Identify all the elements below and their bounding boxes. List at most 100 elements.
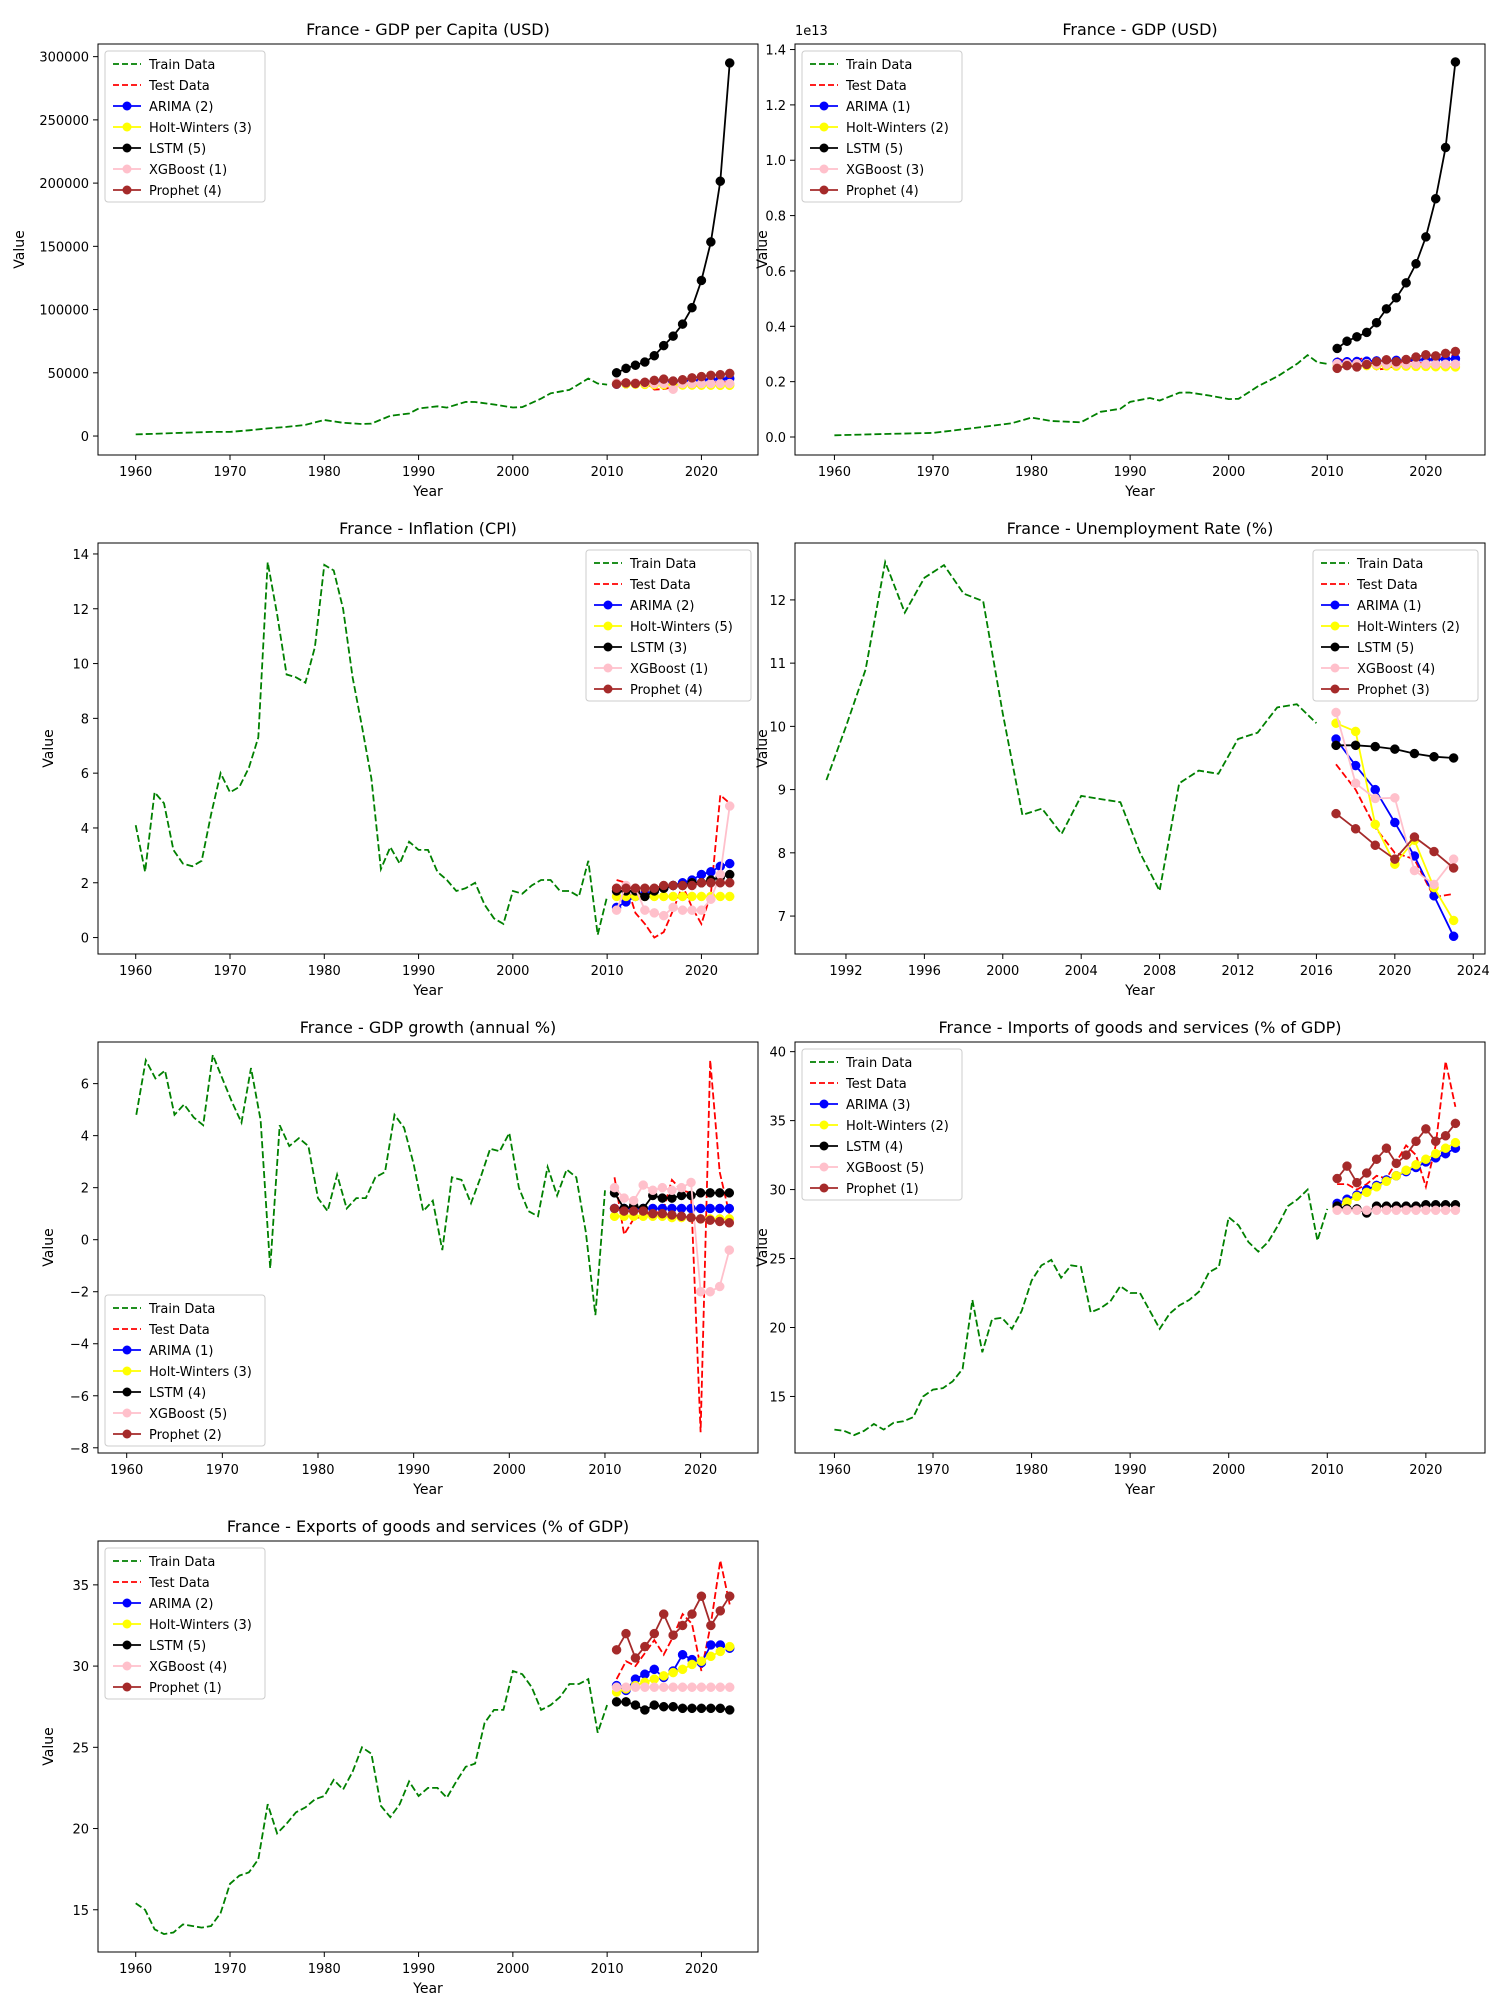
model-series-point: [621, 363, 631, 374]
y-tick-label: 20: [769, 1321, 786, 1336]
model-series-point: [1429, 846, 1439, 857]
model-series-point: [657, 1182, 668, 1193]
model-series-point: [677, 1649, 688, 1660]
model-series-point: [1411, 1205, 1421, 1216]
model-series-point: [668, 880, 678, 891]
legend-label: Holt-Winters (2): [846, 1119, 949, 1134]
y-tick-label: 4: [81, 822, 89, 837]
legend-marker: [819, 164, 829, 174]
model-series-point: [1401, 278, 1411, 288]
x-tick-label: 1970: [213, 465, 246, 480]
legend: Train Data Test Data ARIMA (3) Holt-Winters…: [801, 1048, 963, 1201]
y-tick-label: 0.2: [765, 376, 786, 391]
model-series-point: [696, 905, 707, 915]
model-series-point: [1430, 193, 1441, 204]
model-series-point: [668, 1667, 678, 1678]
model-series-point: [658, 880, 669, 891]
model-series-point: [1450, 1137, 1461, 1148]
y-tick-label: 0.4: [765, 320, 786, 335]
model-series-point: [1440, 1205, 1451, 1216]
model-series-point: [695, 1203, 706, 1214]
legend-marker: [122, 1661, 132, 1671]
model-series-point: [1440, 1131, 1451, 1141]
model-series-point: [611, 379, 622, 389]
plot-frame: [97, 1041, 759, 1454]
x-tick-label: 2010: [1311, 1463, 1344, 1478]
model-series-point: [619, 1206, 629, 1216]
x-tick-label: 1970: [916, 1463, 949, 1478]
legend-frame: [585, 549, 752, 702]
model-series-point: [706, 1640, 716, 1650]
x-tick-label: 1980: [1015, 1463, 1048, 1478]
legend-marker: [122, 1429, 132, 1439]
model-series-point: [714, 1188, 725, 1198]
model-series-point: [621, 1682, 631, 1692]
model-series-point: [611, 1682, 622, 1692]
model-series-point: [658, 891, 669, 902]
legend-marker: [819, 143, 829, 153]
legend-label: Train Data: [148, 58, 215, 73]
model-series-point: [1421, 1205, 1431, 1216]
model-series-point: [1421, 359, 1431, 369]
model-series-point: [724, 1188, 735, 1198]
legend-marker: [1330, 642, 1340, 652]
model-series-point: [706, 378, 716, 389]
model-series-point: [1390, 744, 1400, 754]
model-series-point: [1450, 346, 1461, 357]
model-series-point: [687, 373, 697, 383]
plot-frame: [97, 43, 759, 456]
model-series-point: [705, 1203, 715, 1214]
model-series-point: [715, 891, 726, 902]
y-tick-label: −8: [70, 1442, 89, 1457]
model-series-point: [1450, 359, 1461, 369]
model-series-point: [1448, 863, 1459, 873]
model-series-point: [1390, 854, 1400, 864]
model-series-point: [706, 237, 716, 247]
model-series-point: [1331, 740, 1341, 751]
model-series-point: [630, 883, 641, 893]
legend-label: Train Data: [148, 1302, 215, 1317]
legend-label: ARIMA (1): [846, 100, 910, 115]
model-series-point: [1390, 793, 1400, 803]
model-series-point: [640, 883, 650, 893]
legend-label: Train Data: [148, 1555, 215, 1570]
x-tick-label: 2020: [684, 1463, 717, 1478]
model-series-point: [724, 858, 735, 869]
chart-title: France - GDP per Capita (USD): [306, 20, 550, 39]
model-series-point: [686, 1212, 696, 1223]
model-series-point: [658, 1609, 669, 1619]
legend-label: Test Data: [845, 79, 907, 94]
legend-label: XGBoost (5): [149, 1407, 227, 1422]
model-series-point: [638, 1206, 648, 1216]
model-series-point: [1370, 784, 1380, 795]
x-tick-label: 1960: [818, 1463, 851, 1478]
model-series-point: [1342, 1205, 1352, 1216]
legend-marker: [122, 1619, 132, 1629]
x-axis-label: Year: [1124, 983, 1155, 999]
model-series-point: [677, 1682, 688, 1692]
y-tick-label: 11: [769, 657, 786, 672]
x-tick-label: 1996: [908, 964, 941, 979]
model-series-point: [677, 905, 688, 915]
model-series-point: [630, 378, 641, 389]
model-series-point: [1342, 1161, 1352, 1171]
legend-marker: [122, 101, 132, 111]
model-series-point: [649, 1674, 660, 1684]
legend-marker: [122, 143, 132, 153]
legend-marker: [122, 1387, 132, 1397]
y-tick-label: 9: [778, 784, 786, 799]
model-series-point: [1350, 824, 1361, 834]
model-series-point: [611, 368, 622, 378]
chart-title: France - Exports of goods and services (…: [227, 1517, 629, 1536]
model-series-point: [1390, 817, 1400, 828]
model-series-point: [696, 1682, 707, 1692]
train-data-line: [135, 1669, 608, 1936]
model-series-point: [611, 1697, 622, 1707]
x-tick-label: 2024: [1457, 964, 1490, 979]
model-series-point: [1448, 931, 1459, 942]
legend-frame: [104, 1547, 266, 1700]
x-tick-label: 2020: [685, 964, 718, 979]
model-series-point: [1331, 707, 1341, 718]
x-tick-label: 1960: [110, 1463, 143, 1478]
model-series-point: [724, 1203, 735, 1214]
